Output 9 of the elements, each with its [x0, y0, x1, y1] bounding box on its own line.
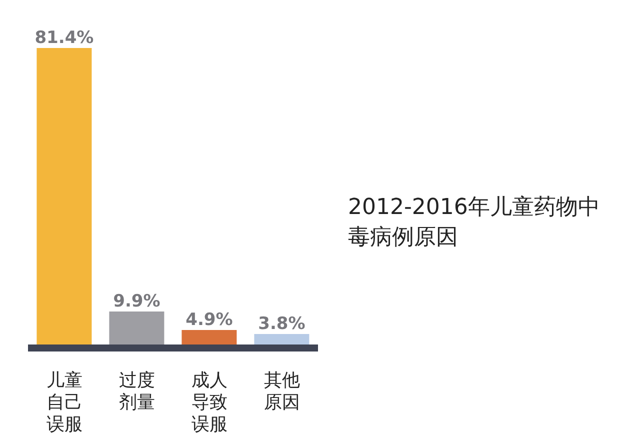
data-label: 4.9%: [186, 310, 233, 330]
x-tick-label: 过度剂量: [118, 370, 155, 413]
data-label: 9.9%: [113, 292, 160, 312]
x-tick-label: 其他原因: [264, 370, 300, 413]
data-label: 3.8%: [258, 314, 306, 334]
x-tick-label: 儿童自己误服: [46, 370, 82, 435]
text: 2012-2016年儿童药物中毒病例原因: [348, 194, 601, 252]
x-tick-label: 成人导致误服: [191, 370, 228, 435]
data-label: 81.4%: [34, 28, 94, 48]
